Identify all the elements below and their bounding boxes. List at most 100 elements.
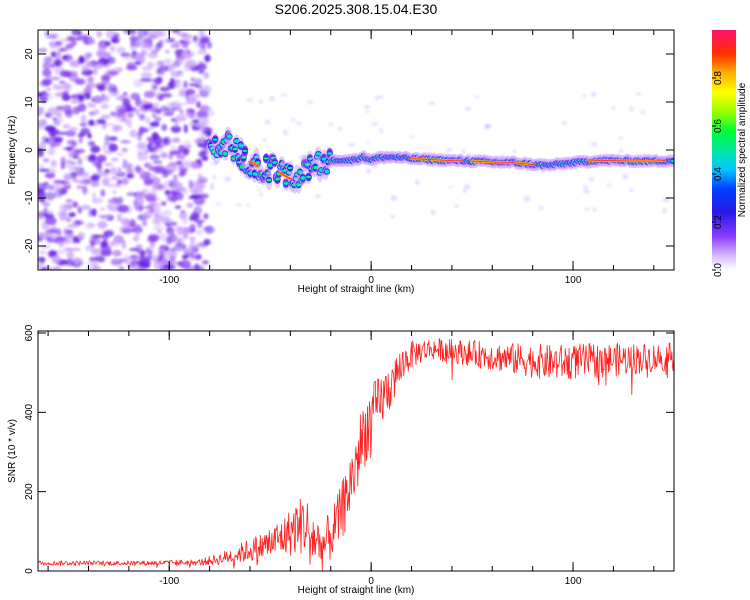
heatmap-noise-cell (160, 201, 167, 206)
heatmap-noise-cell (159, 244, 169, 250)
heatmap-noise-cell (159, 233, 167, 242)
heatmap-noise-cell (201, 37, 209, 44)
heatmap-noise-cell (133, 78, 143, 88)
heatmap-noise-cell (93, 234, 105, 239)
heatmap-noise-cell (185, 112, 192, 117)
heatmap-noise-cell (58, 80, 66, 85)
heatmap-noise-cell (177, 144, 185, 153)
heatmap-noise-cell (38, 250, 48, 254)
heatmap-ridge-cell (458, 160, 463, 162)
heatmap-noise-cell (107, 70, 120, 76)
heatmap-noise-cell (72, 151, 80, 156)
heatmap-noise-cell (85, 82, 96, 89)
heatmap-noise-cell (139, 103, 144, 111)
heatmap-noise-cell (45, 183, 53, 189)
heatmap-noise-cell (174, 205, 182, 210)
heatmap-noise-cell (193, 219, 206, 224)
heatmap-noise-cell (68, 145, 76, 151)
heatmap-noise-cell (108, 136, 118, 142)
heatmap-ridge-cell (510, 161, 515, 164)
heatmap-noise-cell (374, 95, 379, 101)
heatmap-ridge-cell (327, 152, 332, 155)
heatmap-noise-cell (629, 106, 634, 112)
heatmap-noise-cell (203, 71, 210, 80)
heatmap-noise-cell (181, 40, 189, 49)
heatmap-noise-cell (200, 85, 212, 94)
heatmap-noise-cell (182, 218, 188, 225)
heatmap-noise-cell (42, 94, 47, 98)
heatmap-noise-cell (69, 203, 74, 209)
heatmap-ridge-cell (316, 152, 321, 155)
heatmap-noise-cell (183, 124, 188, 134)
heatmap-ridge-cell (306, 175, 311, 179)
heatmap-noise-cell (194, 180, 202, 188)
heatmap-noise-cell (120, 218, 131, 225)
heatmap-noise-cell (611, 106, 616, 110)
heatmap-noise-cell (139, 113, 146, 121)
heatmap-noise-cell (40, 198, 46, 203)
heatmap-noise-cell (582, 94, 588, 97)
heatmap-ridge-cell (288, 177, 292, 180)
heatmap-noise-cell (45, 34, 56, 40)
heatmap-noise-cell (100, 176, 112, 184)
heatmap-noise-cell (196, 265, 205, 270)
heatmap-noise-cell (135, 97, 142, 107)
heatmap-noise-cell (72, 201, 78, 208)
heatmap-noise-cell (65, 130, 77, 137)
heatmap-noise-cell (61, 183, 72, 188)
heatmap-noise-cell (116, 46, 126, 54)
heatmap-noise-cell (172, 137, 181, 143)
heatmap-noise-cell (135, 165, 142, 174)
heatmap-noise-cell (181, 33, 192, 40)
heatmap-noise-cell (111, 189, 118, 195)
heatmap-noise-cell (145, 117, 151, 124)
heatmap-noise-cell (150, 30, 163, 38)
heatmap-noise-cell (38, 232, 49, 239)
heatmap-noise-cell (185, 59, 197, 69)
heatmap-noise-cell (67, 159, 72, 164)
heatmap-noise-cell (97, 85, 106, 92)
snr-ticks: -100 0 100 0 200 400 600 (24, 324, 674, 587)
heatmap-noise-cell (186, 202, 194, 208)
heatmap-noise-cell (179, 259, 191, 268)
snr-ytick-label: 600 (24, 324, 35, 341)
heatmap-noise-cell (90, 242, 95, 248)
heatmap-noise-cell (181, 102, 190, 106)
heatmap-noise-cell (192, 119, 200, 124)
heatmap-noise-cell (183, 148, 190, 156)
heatmap-noise-cell (117, 204, 130, 213)
heatmap-noise-cell (80, 127, 91, 136)
heatmap-noise-cell (87, 141, 96, 146)
heatmap-noise-cell (162, 209, 173, 217)
heatmap-noise-cell (168, 161, 179, 167)
heatmap-noise-cell (42, 158, 50, 163)
heatmap-noise-cell (523, 196, 531, 202)
heatmap-noise-cell (140, 172, 146, 177)
heatmap-noise-cell (79, 122, 88, 127)
heatmap-noise-cell (107, 84, 118, 93)
heatmap-noise-cell (155, 142, 162, 148)
heatmap-noise-cell (124, 254, 130, 262)
heatmap-noise-cell (584, 208, 590, 211)
heatmap-noise-cell (379, 127, 383, 134)
heatmap-noise-cell (378, 95, 383, 99)
heatmap-noise-cell (193, 206, 203, 216)
heatmap-noise-layer (38, 30, 672, 270)
heatmap-noise-cell (74, 78, 86, 86)
heatmap-noise-cell (38, 192, 47, 199)
heatmap-noise-cell (60, 156, 66, 166)
heatmap-noise-cell (169, 150, 182, 156)
heatmap-noise-cell (126, 168, 134, 175)
heatmap-noise-cell (197, 70, 205, 74)
heatmap-noise-cell (54, 44, 64, 51)
heatmap-noise-cell (179, 109, 184, 115)
heatmap-noise-cell (153, 225, 165, 231)
heatmap-noise-cell (69, 61, 81, 68)
heatmap-noise-cell (197, 49, 207, 55)
heatmap-noise-cell (81, 66, 90, 71)
heatmap-noise-cell (662, 208, 667, 214)
spectrogram-ylabel: Frequency (Hz) (7, 116, 18, 185)
heatmap-noise-cell (283, 129, 288, 136)
heatmap-noise-cell (179, 237, 185, 246)
